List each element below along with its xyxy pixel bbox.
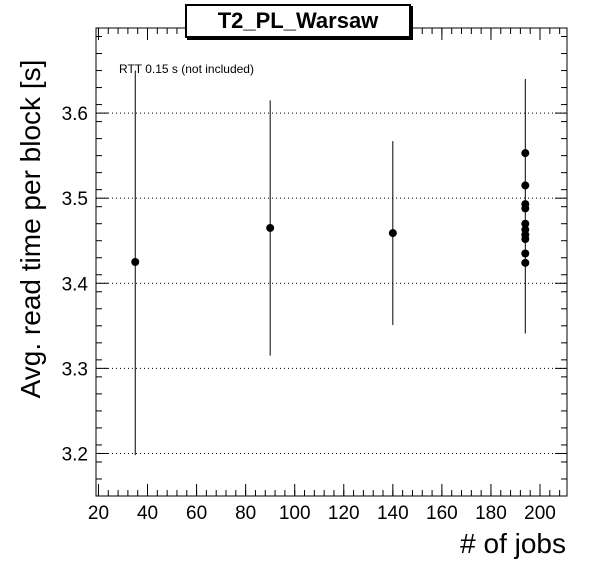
data-point [521,181,530,190]
x-tick-label: 200 [524,503,556,524]
x-axis-label: # of jobs [460,528,566,559]
y-axis-label: Avg. read time per block [s] [15,59,46,399]
data-point [521,235,530,244]
data-point [521,249,530,258]
chart-title: T2_PL_Warsaw [185,4,411,38]
y-tick-label: 3.5 [62,189,88,210]
axis-ticks [96,28,567,497]
data-point [521,204,530,213]
x-tick-label: 140 [377,503,409,524]
y-tick-label: 3.3 [62,359,88,380]
tick-labels: 3.2 3.3 3.4 3.5 3.6 20 40 60 80 100 120 140 160 180 20… [62,104,556,524]
data-points [131,70,530,456]
x-tick-label: 40 [137,503,158,524]
x-tick-label: 20 [88,503,109,524]
x-tick-label: 60 [186,503,207,524]
data-point [521,149,530,158]
grid-lines [96,112,567,454]
data-point [266,223,275,232]
plot-frame [95,27,568,497]
y-tick-label: 3.6 [62,104,88,125]
x-tick-label: 100 [279,503,311,524]
y-tick-label: 3.2 [62,444,88,465]
data-point [521,258,530,267]
data-point [131,258,140,266]
x-tick-label: 120 [328,503,360,524]
x-tick-label: 160 [426,503,458,524]
data-point [521,219,530,228]
x-tick-label: 80 [235,503,256,524]
rtt-annotation: RTT 0.15 s (not included) [119,62,254,76]
data-point [388,229,397,238]
x-tick-label: 180 [475,503,507,524]
y-tick-label: 3.4 [62,274,89,295]
